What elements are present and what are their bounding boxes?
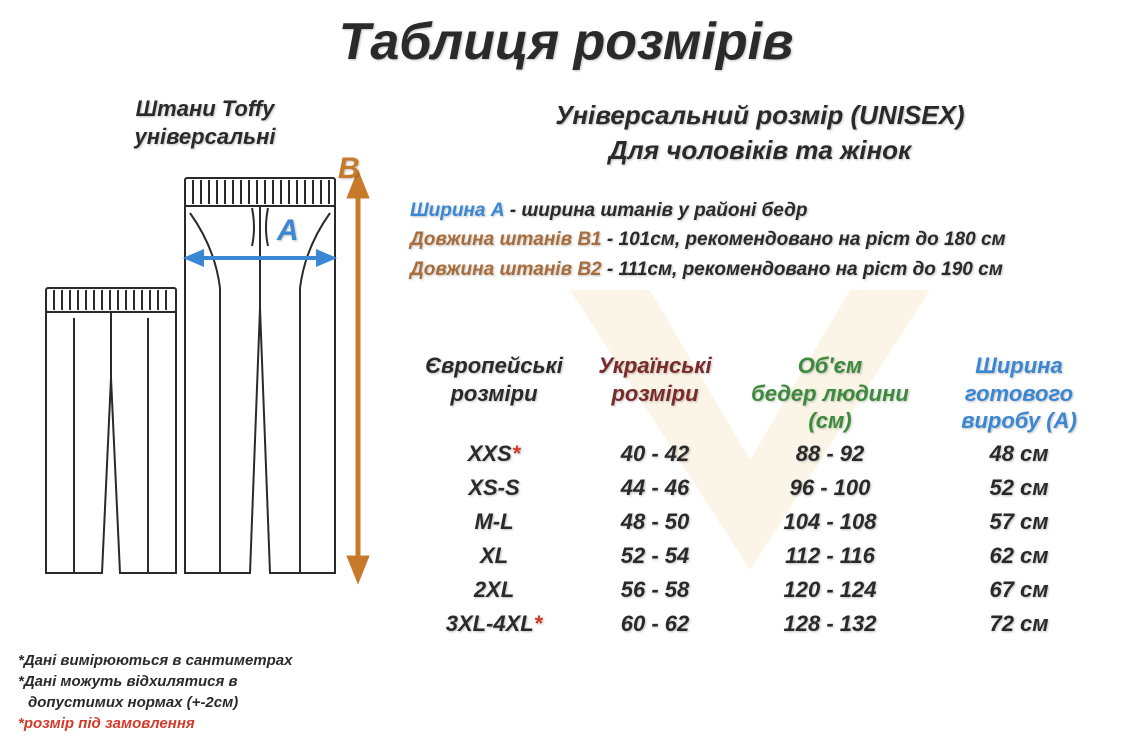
cell-hips: 96 - 100 <box>732 471 928 505</box>
subtitle-1: Універсальний розмір (UNISEX) <box>410 100 1110 131</box>
cell-hips: 120 - 124 <box>732 573 928 607</box>
cell-eu: XXS* <box>410 437 578 471</box>
cell-width: 52 см <box>928 471 1110 505</box>
cell-hips: 128 - 132 <box>732 607 928 641</box>
table-row: 2XL56 - 58120 - 12467 см <box>410 573 1110 607</box>
cell-eu: XL <box>410 539 578 573</box>
footnote-1: *Дані вимірюються в сантиметрах <box>18 650 292 671</box>
cell-ua: 48 - 50 <box>578 505 732 539</box>
page-title: Таблиця розмірів <box>0 0 1132 72</box>
cell-ua: 44 - 46 <box>578 471 732 505</box>
table-row: XL52 - 54112 - 11662 см <box>410 539 1110 573</box>
table-row: M-L48 - 50104 - 10857 см <box>410 505 1110 539</box>
cell-eu: M-L <box>410 505 578 539</box>
table-header-row: Європейськірозміри Українськірозміри Об'… <box>410 350 1110 437</box>
legend-b2-text: - 111см, рекомендовано на ріст до 190 см <box>602 259 1003 280</box>
cell-hips: 88 - 92 <box>732 437 928 471</box>
product-label-line1: Штани Toffy <box>136 96 275 121</box>
right-column: Універсальний розмір (UNISEX) Для чолові… <box>410 100 1110 284</box>
footnote-2a: *Дані можуть відхилятися в <box>18 671 292 692</box>
cell-hips: 112 - 116 <box>732 539 928 573</box>
cell-width: 72 см <box>928 607 1110 641</box>
table-row: XS-S44 - 4696 - 10052 см <box>410 471 1110 505</box>
cell-width: 48 см <box>928 437 1110 471</box>
footnotes: *Дані вимірюються в сантиметрах *Дані мо… <box>18 650 292 734</box>
table-row: XXS*40 - 4288 - 9248 см <box>410 437 1110 471</box>
cell-ua: 56 - 58 <box>578 573 732 607</box>
legend-b1-text: - 101см, рекомендовано на ріст до 180 см <box>602 229 1006 250</box>
th-ua: Українськірозміри <box>578 350 732 437</box>
legend-a-text: - ширина штанів у районі бедр <box>504 200 807 221</box>
pants-diagram: B A <box>20 158 390 588</box>
cell-hips: 104 - 108 <box>732 505 928 539</box>
table-row: 3XL-4XL*60 - 62128 - 13272 см <box>410 607 1110 641</box>
cell-ua: 40 - 42 <box>578 437 732 471</box>
footnote-2b: допустимих нормах (+-2см) <box>18 692 292 713</box>
cell-width: 67 см <box>928 573 1110 607</box>
diagram-label-b: B <box>338 152 360 186</box>
pants-svg <box>20 158 390 588</box>
size-table: Європейськірозміри Українськірозміри Об'… <box>410 350 1110 641</box>
legend-b1-label: Довжина штанів В1 <box>410 229 602 250</box>
diagram-label-a: A <box>277 214 299 248</box>
legend-a-label: Ширина А <box>410 200 504 221</box>
cell-eu: 2XL <box>410 573 578 607</box>
legend-length-b2: Довжина штанів В2 - 111см, рекомендовано… <box>410 255 1110 284</box>
th-hips: Об'ємбедер людини(см) <box>732 350 928 437</box>
size-table-wrap: Європейськірозміри Українськірозміри Об'… <box>410 350 1110 641</box>
cell-width: 57 см <box>928 505 1110 539</box>
legend-width-a: Ширина А - ширина штанів у районі бедр <box>410 196 1110 225</box>
footnote-3: *розмір під замовлення <box>18 713 292 734</box>
cell-ua: 52 - 54 <box>578 539 732 573</box>
legend-length-b1: Довжина штанів В1 - 101см, рекомендовано… <box>410 225 1110 254</box>
left-column: Штани Toffy універсальні B A <box>20 95 390 588</box>
cell-ua: 60 - 62 <box>578 607 732 641</box>
subtitle-2: Для чоловіків та жінок <box>410 135 1110 166</box>
th-width: Ширинаготовоговиробу (А) <box>928 350 1110 437</box>
product-label-line2: універсальні <box>135 124 276 149</box>
th-eu: Європейськірозміри <box>410 350 578 437</box>
cell-eu: 3XL-4XL* <box>410 607 578 641</box>
cell-eu: XS-S <box>410 471 578 505</box>
product-label: Штани Toffy універсальні <box>65 95 345 150</box>
cell-width: 62 см <box>928 539 1110 573</box>
legend: Ширина А - ширина штанів у районі бедр Д… <box>410 196 1110 284</box>
legend-b2-label: Довжина штанів В2 <box>410 259 602 280</box>
